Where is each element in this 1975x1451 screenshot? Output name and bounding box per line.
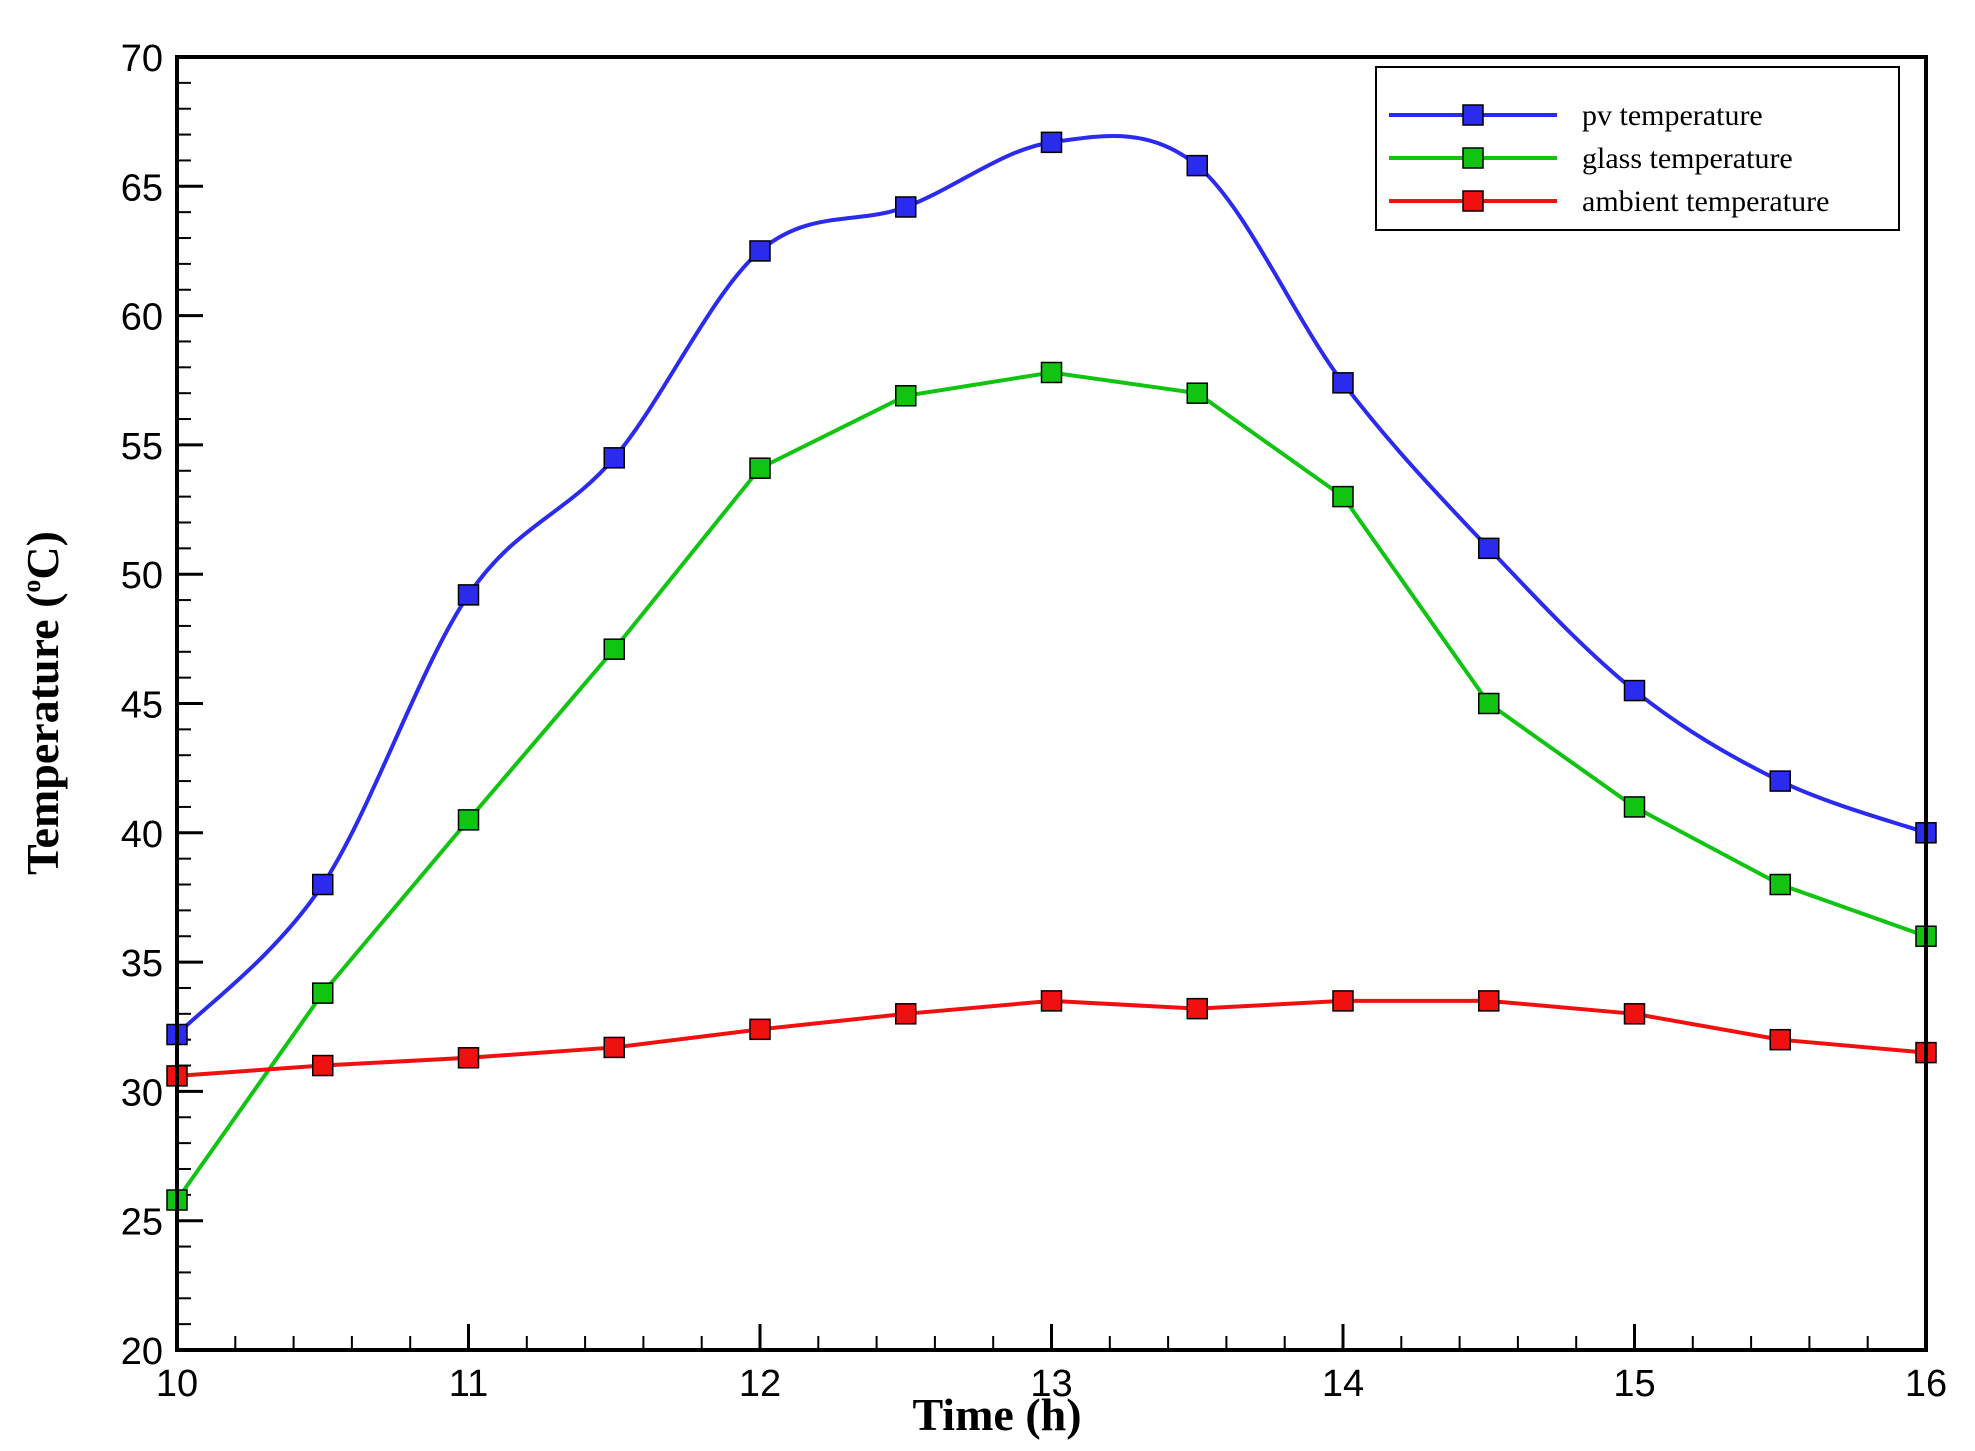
pv-data-point — [1040, 131, 1063, 154]
pv-data-point — [1186, 154, 1208, 177]
y-tick-label: 65 — [121, 167, 163, 209]
pv-series-line — [175, 134, 1927, 1036]
y-tick-label: 60 — [121, 297, 163, 339]
x-tick-label: 14 — [1322, 1363, 1364, 1405]
glass-series-line — [175, 370, 1927, 1202]
ambient-legend-label: ambient temperature — [1582, 185, 1829, 218]
pv-data-point — [895, 196, 917, 218]
glass-legend-marker — [1462, 147, 1484, 169]
plot-frame — [175, 55, 1928, 1352]
y-axis-title: Temperature (oC) — [17, 531, 68, 875]
y-tick-label: 55 — [121, 426, 163, 468]
pv-data-point — [1478, 537, 1500, 560]
x-tick-label: 11 — [449, 1363, 488, 1405]
pv-data-point — [1769, 770, 1791, 792]
pv-data-point — [1623, 679, 1646, 702]
x-tick-label: 10 — [156, 1363, 198, 1405]
ambient-data-point — [1478, 990, 1500, 1012]
y-tick-label: 25 — [121, 1202, 163, 1244]
y-tick-label: 50 — [121, 555, 163, 597]
glass-legend-label: glass temperature — [1582, 142, 1793, 175]
pv-legend-marker — [1462, 104, 1484, 126]
x-tick-label: 16 — [1905, 1363, 1947, 1405]
ambient-data-point — [1186, 997, 1208, 1020]
y-tick-label: 20 — [121, 1331, 163, 1373]
x-tick-label: 13 — [1030, 1363, 1072, 1405]
glass-data-point — [1623, 796, 1646, 818]
ambient-data-point — [312, 1054, 334, 1077]
glass-data-point — [312, 982, 334, 1004]
glass-data-point — [749, 457, 771, 479]
ambient-series-line — [176, 998, 1927, 1078]
glass-data-point — [1478, 692, 1500, 715]
ambient-data-point — [1040, 990, 1063, 1012]
pv-data-point — [749, 240, 771, 262]
glass-data-point — [1040, 361, 1063, 384]
y-tick-label: 40 — [121, 814, 163, 856]
glass-data-point — [1769, 873, 1791, 896]
pv-data-point — [457, 584, 480, 606]
y-tick-label: 45 — [121, 685, 163, 727]
glass-data-point — [1332, 485, 1354, 508]
x-tick-label: 12 — [739, 1363, 781, 1405]
y-tick-label: 30 — [121, 1072, 163, 1114]
pv-data-point — [603, 447, 625, 469]
pv-legend-label: pv temperature — [1582, 99, 1763, 132]
glass-data-point — [457, 809, 480, 831]
svg-text:Temperature (oC): Temperature (oC) — [17, 531, 68, 875]
ambient-data-point — [457, 1047, 480, 1069]
glass-data-point — [603, 638, 625, 660]
ambient-data-point — [895, 1003, 917, 1025]
glass-data-point — [1186, 382, 1208, 404]
pv-data-point — [312, 873, 334, 896]
ambient-data-point — [1769, 1028, 1791, 1051]
y-tick-label: 70 — [121, 38, 163, 80]
ambient-data-point — [1623, 1003, 1646, 1025]
ambient-data-point — [1332, 990, 1354, 1012]
pv-data-point — [1332, 372, 1354, 394]
ambient-data-point — [749, 1018, 771, 1041]
ambient-data-point — [603, 1036, 625, 1059]
ambient-legend-marker — [1462, 190, 1484, 212]
legend: pv temperature glass temperature ambient t… — [1375, 66, 1900, 231]
glass-data-point — [895, 385, 917, 407]
y-tick-label: 35 — [121, 943, 163, 985]
x-tick-label: 15 — [1613, 1363, 1655, 1405]
x-axis-title: Time (h) — [912, 1389, 1081, 1440]
